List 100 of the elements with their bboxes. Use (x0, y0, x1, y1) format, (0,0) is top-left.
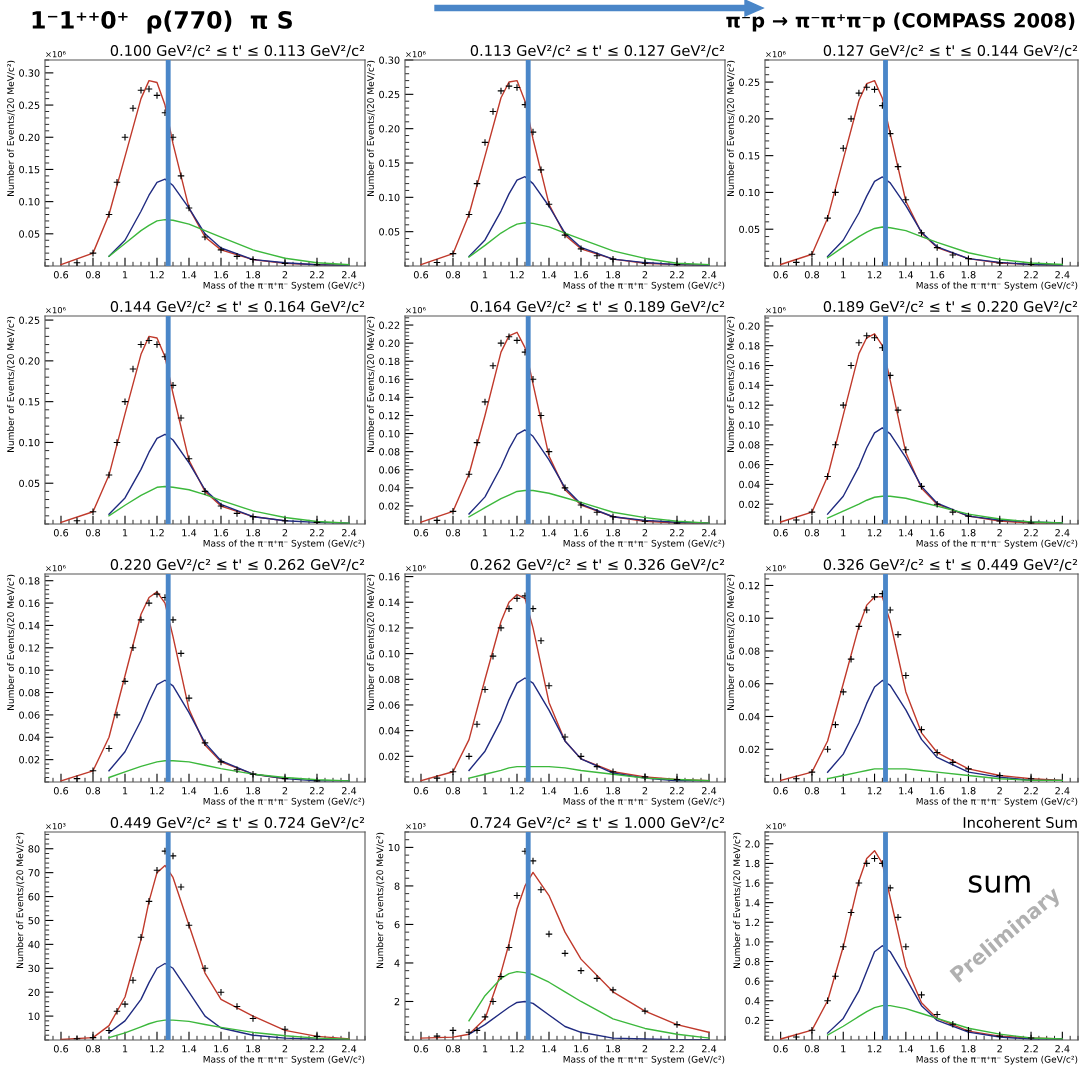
point (481, 138, 489, 147)
point (145, 336, 153, 345)
point (177, 172, 185, 180)
point (113, 711, 121, 719)
x-tick-label: 2.4 (1055, 529, 1070, 537)
point (89, 249, 97, 257)
x-tick-label: 1.6 (214, 271, 229, 279)
x-tick-label: 1.2 (867, 787, 882, 795)
y-tick-label: 0.15 (19, 398, 40, 406)
y-axis-title: Number of Events/(20 MeV/c²) (6, 316, 16, 452)
y-axis-title: Number of Events/(20 MeV/c²) (6, 60, 16, 196)
y-tick-label: 0.20 (739, 322, 760, 330)
x-axis-title: Mass of the π⁻π⁺π⁻ System (GeV/c²) (203, 281, 365, 291)
point (497, 339, 505, 347)
point (233, 252, 241, 261)
x-tick-label: 0.6 (53, 1045, 69, 1053)
point (153, 866, 161, 875)
line-series (826, 495, 1064, 524)
x-tick-label: 2.4 (701, 1045, 717, 1053)
x-tick-label: 1.4 (542, 1045, 557, 1053)
text: ×10⁶ (406, 565, 426, 572)
y-axis-title: Number of Events/(20 MeV/c²) (376, 832, 385, 968)
y-tick-label: 0.04 (379, 727, 400, 735)
point (121, 1000, 129, 1008)
x-tick-label: 1.8 (246, 787, 261, 795)
y-tick-label: 50 (28, 916, 40, 925)
point (497, 87, 505, 95)
y-tick-label: 0.16 (739, 362, 760, 370)
x-axis-title: Mass of the π⁻π⁺π⁻ System (GeV/c²) (203, 797, 365, 807)
point (529, 604, 537, 613)
y-tick-label: 0.25 (19, 101, 40, 109)
y-tick-label: 0.10 (379, 650, 400, 658)
y-tick-label: 0.25 (739, 78, 760, 86)
point (201, 739, 209, 747)
chart-title: 0.100 GeV²/c² ≤ t' ≤ 0.113 GeV²/c² (110, 45, 365, 58)
point (792, 258, 801, 266)
x-tick-label: 0.8 (804, 529, 820, 537)
y-tick-label: 80 (28, 845, 40, 853)
line-series (468, 765, 710, 782)
point (145, 85, 153, 93)
y-tick-label: 0.10 (739, 421, 760, 429)
x-tick-label: 2.2 (309, 529, 324, 537)
y-axis-title: Number of Events/(20 MeV/c²) (733, 832, 742, 968)
point (233, 509, 241, 518)
x-tick-label: 1 (122, 1045, 128, 1053)
y-tick-label: 0.6 (745, 977, 760, 985)
point (153, 340, 161, 349)
point (217, 246, 225, 254)
point (481, 1013, 489, 1021)
y-tick-label: 0.10 (739, 614, 760, 623)
line-series (420, 871, 710, 1039)
y-tick-label: 0.08 (379, 675, 400, 684)
point (129, 365, 137, 373)
point (839, 144, 848, 153)
point (545, 200, 553, 209)
x-tick-label: 1.6 (214, 529, 229, 537)
x-tick-label: 2 (642, 1045, 648, 1053)
text: ×10⁶ (46, 51, 66, 58)
x-tick-label: 1.8 (606, 787, 621, 795)
x-tick-label: 2.2 (1024, 271, 1038, 279)
x-tick-label: 1.2 (510, 529, 524, 537)
point (505, 332, 513, 341)
y-tick-label: 0.16 (19, 599, 40, 607)
point (823, 745, 832, 754)
line-series (108, 218, 350, 266)
point (808, 1026, 816, 1035)
point (577, 966, 585, 975)
point (561, 484, 569, 492)
y-tick-label: 0.10 (379, 430, 400, 438)
x-tick-label: 2.2 (669, 1045, 684, 1053)
x-tick-label: 1.6 (930, 1045, 945, 1053)
x-tick-label: 1 (122, 787, 128, 795)
x-tick-label: 2.4 (341, 271, 357, 279)
point (609, 986, 617, 994)
chart-title: 0.127 GeV²/c² ≤ t' ≤ 0.144 GeV²/c² (823, 45, 1078, 58)
point (593, 762, 601, 771)
point (995, 259, 1004, 266)
point (593, 974, 601, 983)
point (465, 470, 473, 479)
y-tick-label: 20 (28, 988, 40, 997)
x-tick-label: 2 (282, 787, 288, 795)
y-axis-title: Number of Events/(20 MeV/c²) (726, 574, 736, 710)
y-axis-title: Number of Events/(20 MeV/c²) (366, 316, 376, 452)
x-tick-label: 1.2 (150, 787, 164, 795)
y-tick-label: 0.15 (739, 152, 760, 160)
x-tick-label: 0.6 (413, 787, 429, 795)
y-tick-label: 0.10 (19, 666, 40, 674)
y-tick-label: 60 (28, 893, 40, 901)
text: ×10⁶ (766, 307, 786, 314)
point (577, 501, 585, 509)
x-tick-label: 2.2 (669, 787, 684, 795)
point (153, 590, 161, 598)
y-tick-label: 0.05 (19, 230, 40, 238)
y-tick-label: 0.14 (739, 381, 760, 390)
x-tick-label: 1.8 (606, 271, 621, 279)
point (465, 752, 473, 761)
x-tick-label: 1 (122, 529, 128, 537)
y-tick-label: 0.06 (739, 680, 760, 688)
y-tick-label: 0.05 (739, 225, 760, 234)
chart-title: 0.113 GeV²/c² ≤ t' ≤ 0.127 GeV²/c² (470, 45, 725, 58)
